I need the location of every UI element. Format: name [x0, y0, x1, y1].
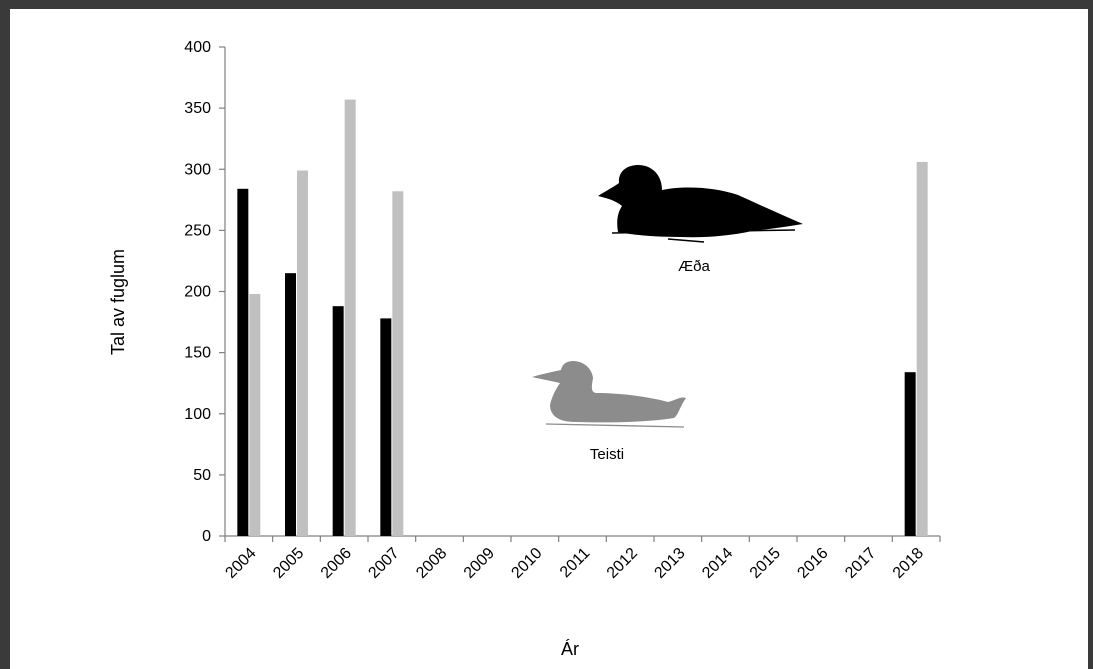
x-tick-label: 2010: [508, 545, 545, 582]
x-tick-label: 2018: [890, 545, 927, 582]
y-tick-label: 350: [184, 100, 211, 117]
y-tick-label: 400: [184, 39, 211, 56]
bar: [332, 306, 344, 536]
bar: [392, 191, 404, 536]
y-tick-label: 150: [184, 345, 211, 362]
eider-duck-silhouette-icon: [598, 165, 803, 243]
y-axis: 0 50 100 150 200 250 300 350 400: [184, 39, 226, 545]
x-tick-label: 2008: [413, 545, 450, 582]
bar: [344, 99, 356, 536]
bar: [285, 273, 296, 536]
eider-label: Æða: [678, 258, 710, 275]
bar: [237, 188, 249, 536]
bar: [916, 161, 928, 537]
y-axis-title: Tal av fuglum: [108, 249, 128, 355]
x-tick-label: 2014: [699, 545, 736, 582]
y-tick-label: 250: [184, 222, 211, 239]
x-tick-label: 2009: [461, 545, 498, 582]
bars: [237, 99, 928, 537]
bar: [249, 293, 261, 536]
bar: [297, 170, 308, 536]
bar: [380, 318, 392, 536]
x-tick-label: 2007: [365, 545, 402, 582]
x-tick-label: 2005: [270, 545, 307, 582]
y-tick-label: 0: [202, 528, 211, 545]
y-tick-label: 200: [184, 284, 211, 301]
x-tick-label: 2012: [604, 545, 641, 582]
x-tick-label: 2006: [318, 545, 355, 582]
x-tick-label: 2011: [557, 545, 593, 581]
x-axis-title: Ár: [561, 639, 579, 659]
y-tick-label: 50: [193, 467, 211, 484]
bar: [904, 372, 916, 536]
x-tick-label: 2004: [222, 545, 259, 582]
x-axis: 2004 2005 2006 2007 2008 2009 2010 2011 2012 2013…: [222, 535, 941, 582]
x-tick-label: 2017: [842, 545, 879, 582]
chart-frame: [10, 9, 1088, 669]
guillemot-label: Teisti: [590, 446, 624, 463]
x-tick-label: 2013: [651, 545, 688, 582]
x-tick-label: 2016: [794, 545, 831, 582]
black-guillemot-silhouette-icon: [532, 361, 686, 428]
y-tick-label: 300: [184, 161, 211, 178]
y-tick-label: 100: [184, 406, 211, 423]
x-tick-label: 2015: [747, 545, 784, 582]
